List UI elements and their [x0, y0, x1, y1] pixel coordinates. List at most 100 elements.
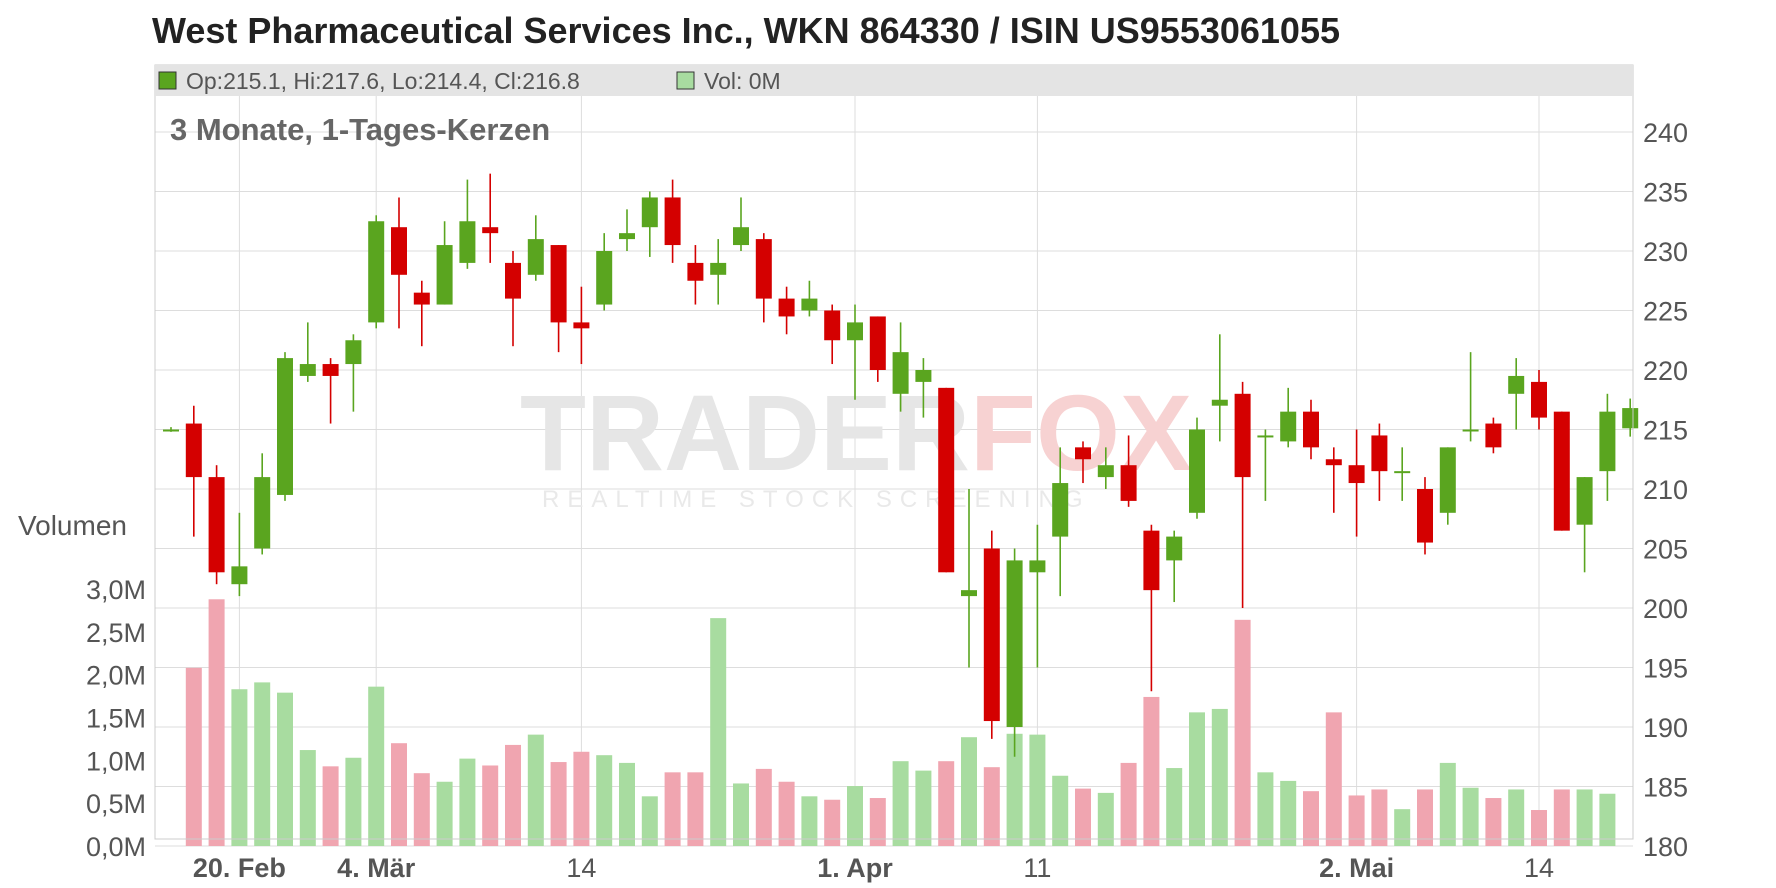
- candle-body: [869, 316, 886, 370]
- date-tick-label: 14: [1524, 853, 1554, 883]
- candle-body: [208, 477, 225, 573]
- volume-bar: [1166, 768, 1183, 846]
- volume-bar: [847, 786, 863, 846]
- candle-body: [619, 233, 635, 240]
- chart-title: West Pharmaceutical Services Inc., WKN 8…: [152, 10, 1340, 51]
- candle-body: [938, 387, 955, 573]
- candle-body: [687, 262, 704, 281]
- volume-tick-label: 3,0M: [86, 575, 146, 605]
- date-tick-label: 14: [566, 853, 596, 883]
- candle-body: [641, 197, 658, 228]
- candle-body: [824, 310, 841, 341]
- candle-body: [505, 262, 521, 299]
- volume-bar: [1553, 789, 1570, 846]
- volume-bar: [1394, 809, 1411, 846]
- candle-body: [322, 364, 339, 376]
- candle-body: [1531, 381, 1547, 418]
- volume-bar: [778, 781, 795, 846]
- watermark-logo: TRADERFOX: [520, 372, 1192, 493]
- candle-body: [482, 227, 499, 234]
- candle-body: [1052, 483, 1069, 537]
- volume-bar: [459, 758, 476, 846]
- volume-bar: [938, 761, 955, 846]
- candle-body: [983, 548, 1000, 722]
- volume-bar: [573, 751, 590, 846]
- volume-bar: [869, 798, 886, 846]
- candle-body: [527, 239, 544, 275]
- volume-bar: [1439, 762, 1456, 846]
- volume-bar: [277, 692, 293, 846]
- candle-body: [1166, 536, 1183, 561]
- candle-body: [1371, 435, 1388, 472]
- volume-bar: [254, 682, 271, 846]
- candle-body: [1325, 459, 1342, 466]
- candle-body: [345, 340, 362, 365]
- candle-body: [847, 322, 863, 341]
- volume-bar: [482, 765, 499, 846]
- volume-bar: [1599, 793, 1616, 846]
- candle-body: [1234, 393, 1251, 478]
- volume-bar: [1280, 780, 1297, 846]
- candle-body: [961, 590, 977, 597]
- candle-body: [915, 370, 932, 382]
- price-tick-label: 225: [1643, 297, 1688, 327]
- candle-body: [664, 197, 681, 246]
- volume-bar: [1120, 762, 1137, 846]
- volume-bar: [1075, 788, 1091, 846]
- volume-bar: [185, 667, 202, 846]
- volume-bar: [299, 750, 316, 846]
- volume-bar: [1189, 712, 1205, 846]
- volume-bar: [733, 783, 749, 846]
- candle-body: [277, 358, 293, 495]
- volume-axis-title: Volumen: [18, 510, 127, 541]
- candle-body: [710, 262, 727, 275]
- volume-tick-label: 2,0M: [86, 661, 146, 691]
- volume-bar: [1211, 708, 1228, 846]
- candle-body: [413, 292, 430, 305]
- candle-body: [596, 251, 613, 305]
- candle-body: [254, 477, 271, 549]
- candle-body: [1075, 447, 1091, 460]
- volume-bar: [892, 761, 909, 846]
- volume-tick-label: 0,5M: [86, 789, 146, 819]
- date-tick-label: 20. Feb: [193, 853, 286, 883]
- volume-bar: [368, 686, 385, 846]
- volume-bar: [1325, 712, 1342, 846]
- candle-body: [755, 239, 772, 299]
- candle-body: [1006, 560, 1023, 727]
- candle-body: [1439, 447, 1456, 513]
- candle-body: [892, 352, 909, 394]
- candle-body: [1485, 423, 1502, 448]
- volume-bar: [322, 766, 339, 846]
- candle-body: [1211, 399, 1228, 406]
- volume-bar: [1576, 789, 1593, 846]
- candle-body: [299, 364, 316, 376]
- date-tick-label: 2. Mai: [1319, 853, 1394, 883]
- price-tick-label: 235: [1643, 178, 1688, 208]
- candle-body: [391, 227, 407, 275]
- date-axis: 20. Feb 4. Mär 14 1. Apr 11 2. Mai 14: [193, 853, 1554, 883]
- candle-body: [1280, 411, 1297, 442]
- volume-bar: [983, 767, 1000, 846]
- date-tick-label: 11: [1023, 853, 1051, 883]
- volume-tick-label: 0,0M: [86, 832, 146, 862]
- volume-bar: [641, 796, 658, 846]
- ohlc-legend-swatch: [158, 71, 177, 90]
- volume-bar: [1234, 619, 1251, 846]
- candle-body: [1029, 560, 1046, 573]
- price-tick-label: 240: [1643, 118, 1688, 148]
- legend: Op:215.1, Hi:217.6, Lo:214.4, Cl:216.8 V…: [155, 65, 1633, 96]
- price-tick-label: 200: [1643, 594, 1688, 624]
- candle-body: [231, 566, 248, 585]
- volume-bar: [550, 762, 567, 846]
- date-tick-label: 4. Mär: [337, 853, 416, 883]
- volume-tick-label: 2,5M: [86, 618, 146, 648]
- volume-legend-swatch: [676, 71, 695, 90]
- candle-body: [733, 227, 749, 246]
- volume-bar: [710, 618, 727, 846]
- volume-bar: [1417, 789, 1433, 846]
- volume-bar: [961, 737, 977, 846]
- volume-bar: [1348, 795, 1365, 846]
- volume-bar: [801, 796, 818, 846]
